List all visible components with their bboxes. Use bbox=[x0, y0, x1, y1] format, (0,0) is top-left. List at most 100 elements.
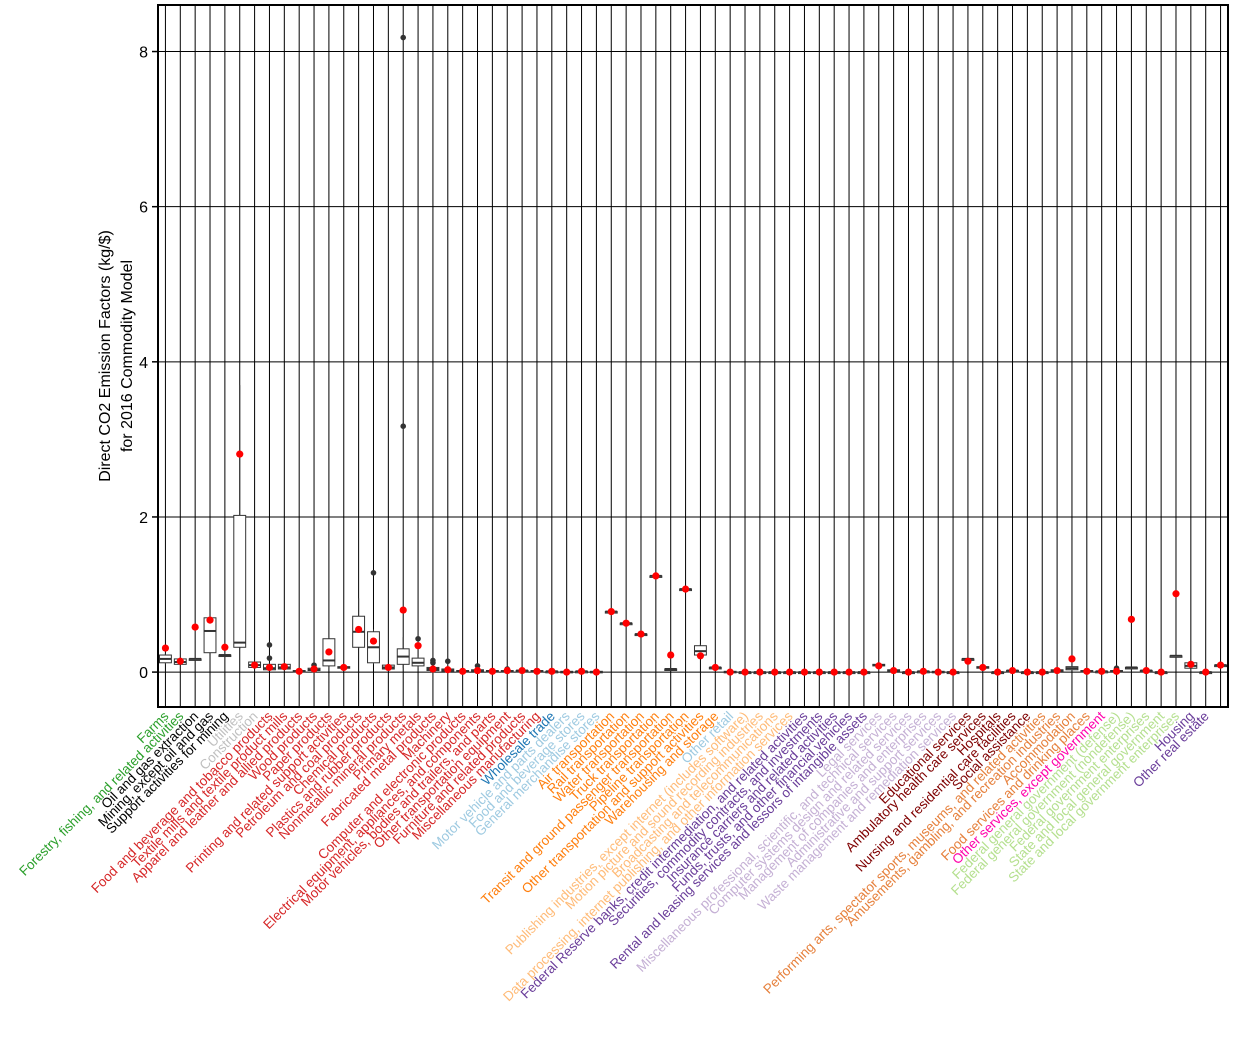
box-group bbox=[619, 619, 633, 627]
box-group bbox=[902, 668, 915, 676]
box-group bbox=[916, 667, 930, 675]
mean-marker bbox=[979, 663, 987, 672]
outlier-point bbox=[266, 655, 273, 661]
box-group bbox=[485, 667, 499, 675]
box-group bbox=[679, 585, 693, 593]
mean-marker bbox=[1157, 668, 1165, 676]
mean-marker bbox=[414, 642, 422, 650]
mean-marker bbox=[1098, 667, 1106, 675]
mean-marker bbox=[533, 667, 541, 675]
box-group bbox=[664, 651, 678, 671]
box-group bbox=[441, 658, 455, 674]
y-axis-subtitle: for 2016 Commodity Model bbox=[119, 260, 136, 452]
mean-marker bbox=[1172, 590, 1180, 598]
mean-marker bbox=[934, 668, 942, 676]
mean-marker bbox=[845, 668, 853, 676]
mean-marker bbox=[161, 644, 170, 652]
box-group bbox=[753, 668, 767, 676]
mean-marker bbox=[176, 657, 184, 665]
box-group bbox=[248, 661, 262, 669]
mean-marker bbox=[310, 665, 318, 673]
mean-marker bbox=[726, 668, 734, 676]
box-group bbox=[1080, 667, 1094, 675]
mean-marker bbox=[459, 667, 467, 675]
box-group bbox=[693, 644, 707, 660]
mean-marker bbox=[637, 630, 645, 638]
mean-marker bbox=[622, 619, 630, 627]
box-group bbox=[188, 623, 202, 661]
mean-marker bbox=[1202, 668, 1210, 676]
mean-marker bbox=[815, 668, 823, 676]
box-group bbox=[352, 598, 366, 649]
mean-marker bbox=[696, 652, 705, 660]
box-group bbox=[381, 663, 395, 672]
mean-marker bbox=[563, 668, 571, 676]
box-group bbox=[887, 666, 901, 675]
outlier-point bbox=[370, 570, 377, 576]
box-group bbox=[530, 667, 544, 675]
mean-marker bbox=[250, 661, 259, 669]
mean-marker bbox=[741, 668, 749, 676]
mean-marker bbox=[399, 606, 407, 614]
mean-marker bbox=[800, 668, 809, 676]
mean-marker bbox=[295, 667, 303, 675]
mean-marker bbox=[1068, 655, 1076, 663]
box-group bbox=[931, 668, 945, 676]
mean-marker bbox=[652, 572, 660, 580]
mean-marker bbox=[1023, 668, 1031, 676]
box-group bbox=[173, 657, 187, 666]
grid-lines bbox=[158, 5, 1228, 707]
box-group bbox=[1169, 590, 1183, 658]
box-group bbox=[1124, 615, 1138, 670]
mean-marker bbox=[369, 637, 378, 645]
box-plots bbox=[158, 34, 1228, 676]
box-group bbox=[768, 668, 782, 676]
mean-marker bbox=[860, 668, 868, 676]
box-group bbox=[1035, 668, 1049, 676]
box-group bbox=[783, 668, 797, 676]
box-group bbox=[812, 668, 826, 676]
box-group bbox=[798, 668, 811, 676]
box-group bbox=[723, 668, 737, 676]
box-group bbox=[560, 668, 574, 676]
box-group bbox=[1020, 668, 1034, 676]
box-group bbox=[1199, 668, 1213, 676]
mean-marker bbox=[191, 623, 199, 631]
box-group bbox=[218, 643, 232, 658]
mean-marker bbox=[503, 666, 511, 675]
box-group bbox=[1095, 667, 1109, 675]
mean-marker bbox=[1083, 667, 1091, 675]
box-group bbox=[500, 666, 514, 675]
box-group bbox=[1050, 666, 1064, 675]
box-group bbox=[991, 668, 1005, 676]
box-group bbox=[1214, 661, 1228, 669]
box-iqr bbox=[233, 514, 247, 648]
mean-marker bbox=[340, 663, 348, 672]
box-group bbox=[1110, 665, 1123, 675]
mean-marker bbox=[949, 668, 957, 676]
mean-marker bbox=[830, 668, 838, 676]
mean-marker bbox=[607, 607, 615, 616]
mean-marker bbox=[667, 651, 675, 659]
mean-marker bbox=[384, 663, 392, 672]
box-group bbox=[292, 667, 306, 675]
y-tick-label: 8 bbox=[139, 45, 148, 62]
mean-marker bbox=[473, 666, 482, 675]
mean-marker bbox=[355, 625, 363, 634]
box-group bbox=[872, 662, 886, 670]
y-tick-label: 2 bbox=[139, 510, 148, 527]
mean-marker bbox=[875, 662, 883, 670]
box-group bbox=[589, 668, 603, 676]
mean-marker bbox=[1008, 666, 1017, 675]
box-group bbox=[471, 663, 484, 675]
mean-marker bbox=[964, 657, 972, 665]
box-group bbox=[263, 642, 276, 672]
mean-marker bbox=[488, 667, 496, 675]
box-group bbox=[575, 667, 588, 675]
box-group bbox=[322, 637, 336, 669]
mean-marker bbox=[1142, 666, 1150, 675]
box-group bbox=[411, 635, 425, 669]
mean-marker bbox=[1038, 668, 1046, 676]
